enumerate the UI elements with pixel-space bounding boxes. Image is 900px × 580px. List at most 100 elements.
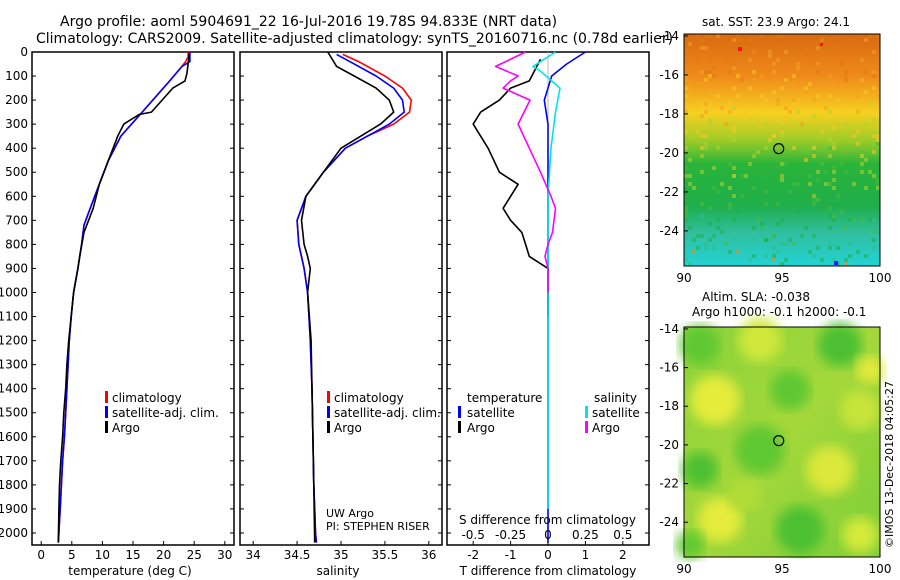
sst-pixel [700,38,704,42]
sst-pixel [716,190,720,194]
sst-pixel [700,178,704,182]
sst-pixel [684,78,688,82]
sst-pixel [708,238,712,242]
depth-tick-label: 1900 [0,502,28,516]
sst-pixel [732,130,736,134]
sst-pixel [828,94,832,98]
sst-pixel [720,182,724,186]
sst-pixel [876,186,880,190]
sst-pixel [772,70,776,74]
sst-pixel [768,238,772,242]
sst-pixel [792,146,796,150]
difference-legend: temperature salinity satellite Argo sate… [458,391,640,435]
temperature-series-satellite-adj-clim- [57,52,191,543]
sst-pixel [684,74,688,78]
sst-pixel [860,162,864,166]
sst-pixel [832,46,836,50]
sst-map [683,33,881,267]
sst-pixel [812,146,816,150]
depth-tick-label: 100 [5,69,28,83]
sst-pixel [840,162,844,166]
sst-pixel [720,46,724,50]
sst-pixel [736,74,740,78]
salinity-x-tick-label: 36 [421,548,436,562]
sst-pixel [728,70,732,74]
map-lon-tick-label: 90 [676,271,691,285]
sst-pixel [712,166,716,170]
sst-pixel [704,34,708,38]
sst-pixel [872,70,876,74]
sst-pixel [872,150,876,154]
depth-tick-label: 1600 [0,430,28,444]
sst-pixel [816,198,820,202]
sst-pixel [844,74,848,78]
sst-pixel [684,166,688,170]
sst-pixel [704,102,708,106]
sst-pixel [716,218,720,222]
sst-pixel [684,218,688,222]
sst-pixel [738,47,742,51]
sst-pixel [736,34,740,38]
sst-pixel [792,194,796,198]
salinity-series-argo [300,51,395,543]
sst-pixel [696,130,700,134]
sst-pixel [700,114,704,118]
sst-pixel [816,46,820,50]
sst-pixel [684,174,688,178]
difference-xlabel: T difference from climatology [459,564,637,578]
legend-s-satellite-label: satellite [592,406,640,420]
sst-pixel [864,54,868,58]
sst-pixel [756,150,760,154]
sst-pixel [832,214,836,218]
sst-pixel [692,250,696,254]
sst-pixel [728,186,732,190]
sst-pixel [744,174,748,178]
sst-pixel [796,182,800,186]
sst-pixel [712,234,716,238]
temperature-x-tick-label: 25 [187,548,202,562]
sst-pixel [864,122,868,126]
sst-pixel [720,106,724,110]
sst-pixel [700,170,704,174]
sst-pixel [728,102,732,106]
sst-pixel [768,50,772,54]
sst-pixel [732,38,736,42]
sst-pixel [796,66,800,70]
map-lat-tick-label: -20 [659,146,679,160]
sst-pixel [732,170,736,174]
sst-pixel [820,43,823,46]
depth-tick-label: 500 [5,165,28,179]
sst-pixel [748,38,752,42]
sst-pixel [732,66,736,70]
sst-pixel [740,38,744,42]
sst-pixel [688,182,692,186]
sst-pixel [844,70,848,74]
map-lon-tick-label: 95 [774,562,789,576]
title-line-2: Climatology: CARS2009. Satellite-adjuste… [36,31,673,47]
depth-tick-label: 1100 [0,310,28,324]
map-lat-tick-label: -20 [659,438,679,452]
sst-pixel [708,202,712,206]
sst-pixel [832,54,836,58]
sst-pixel [788,190,792,194]
temperature-x-tick-label: 0 [37,548,45,562]
sst-pixel [728,250,732,254]
sst-pixel [864,90,868,94]
sst-pixel [708,206,712,210]
sst-pixel [704,90,708,94]
sst-pixel [840,114,844,118]
sst-pixel [832,82,836,86]
sst-pixel [764,106,768,110]
sst-pixel [752,126,756,130]
difference-x-tick-label: 0 [544,548,552,562]
sst-pixel [752,70,756,74]
sst-pixel [752,254,756,258]
depth-tick-label: 800 [5,237,28,251]
sst-pixel [848,254,852,258]
depth-tick-label: 400 [5,141,28,155]
sst-pixel [716,146,720,150]
sst-pixel [708,58,712,62]
sst-pixel [796,210,800,214]
sst-pixel [796,46,800,50]
sst-pixel [788,238,792,242]
